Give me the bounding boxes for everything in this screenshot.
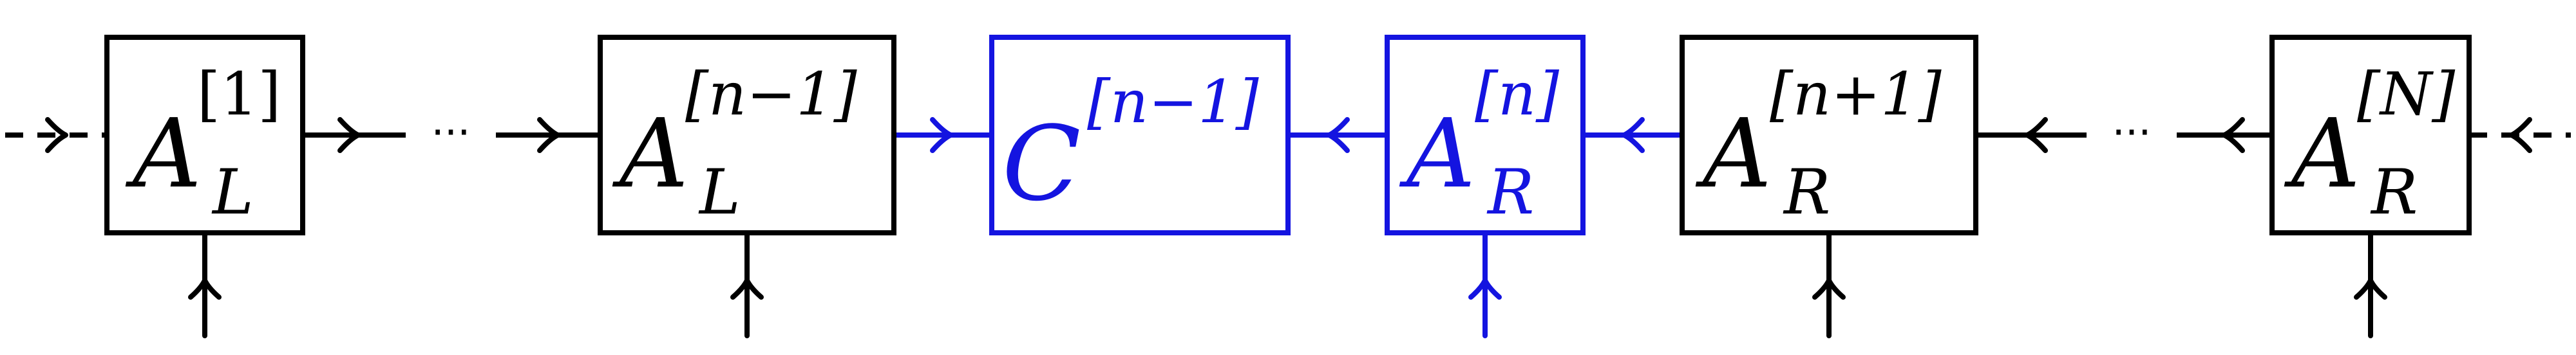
tensor-base: A: [2284, 98, 2360, 209]
arrow-left-icon: [1327, 117, 1350, 153]
tensor-superscript: [n−1]: [1087, 68, 1259, 136]
arrow-right-icon: [337, 117, 361, 153]
tensor-box: [598, 35, 896, 235]
arrow-up-icon: [188, 278, 222, 300]
tensor-base: A: [1399, 98, 1475, 209]
physical-legs: [188, 230, 2387, 338]
tensor-a-r-n: A [n] R: [1385, 35, 1586, 235]
tensor-box: [104, 35, 305, 235]
tensor-superscript: [N]: [2357, 60, 2455, 129]
arrow-left-icon: [2222, 117, 2245, 153]
tensor-base: A: [612, 98, 688, 209]
arrow-right-icon: [537, 117, 560, 153]
tensor-a-r-N: A [N] R: [2269, 35, 2472, 235]
tensor-superscript: [n+1]: [1770, 60, 1942, 129]
tensor-c-nm1: C [n−1]: [989, 35, 1291, 235]
arrow-right-icon: [45, 117, 68, 153]
tensor-superscript: [n]: [1475, 60, 1559, 129]
arrow-up-icon: [1812, 278, 1846, 300]
tensor-subscript: R: [1783, 156, 1830, 228]
tensor-base: A: [1695, 98, 1772, 209]
tensor-box: [1680, 35, 1978, 235]
bond-arrows: [45, 117, 2532, 153]
tensor-box: [1385, 35, 1586, 235]
tensor-superscript: [1]: [197, 60, 281, 129]
tensor-base: A: [125, 98, 202, 209]
tensor-subscript: L: [211, 156, 254, 228]
arrow-left-icon: [2509, 117, 2532, 153]
arrow-up-icon: [730, 278, 764, 300]
tensor-subscript: R: [1486, 156, 1534, 228]
tensor-subscript: R: [2370, 156, 2418, 228]
tensor-superscript: [n−1]: [685, 60, 857, 129]
tensor-a-l-nm1: A [n−1] L: [598, 35, 896, 235]
arrow-up-icon: [1468, 278, 1502, 300]
ellipsis-right: ···: [2112, 109, 2151, 157]
arrow-left-icon: [2025, 117, 2048, 153]
arrow-right-icon: [930, 117, 953, 153]
arrow-left-icon: [1622, 117, 1645, 153]
tensor-a-l-1: A [1] L: [104, 35, 305, 235]
tensor-box: [2269, 35, 2472, 235]
ellipsis-left: ···: [431, 109, 470, 157]
tensor-a-r-np1: A [n+1] R: [1680, 35, 1978, 235]
arrow-up-icon: [2354, 278, 2387, 300]
tensor-base: C: [1002, 104, 1081, 224]
tensor-subscript: L: [698, 156, 741, 228]
tensor-box: [989, 35, 1291, 235]
